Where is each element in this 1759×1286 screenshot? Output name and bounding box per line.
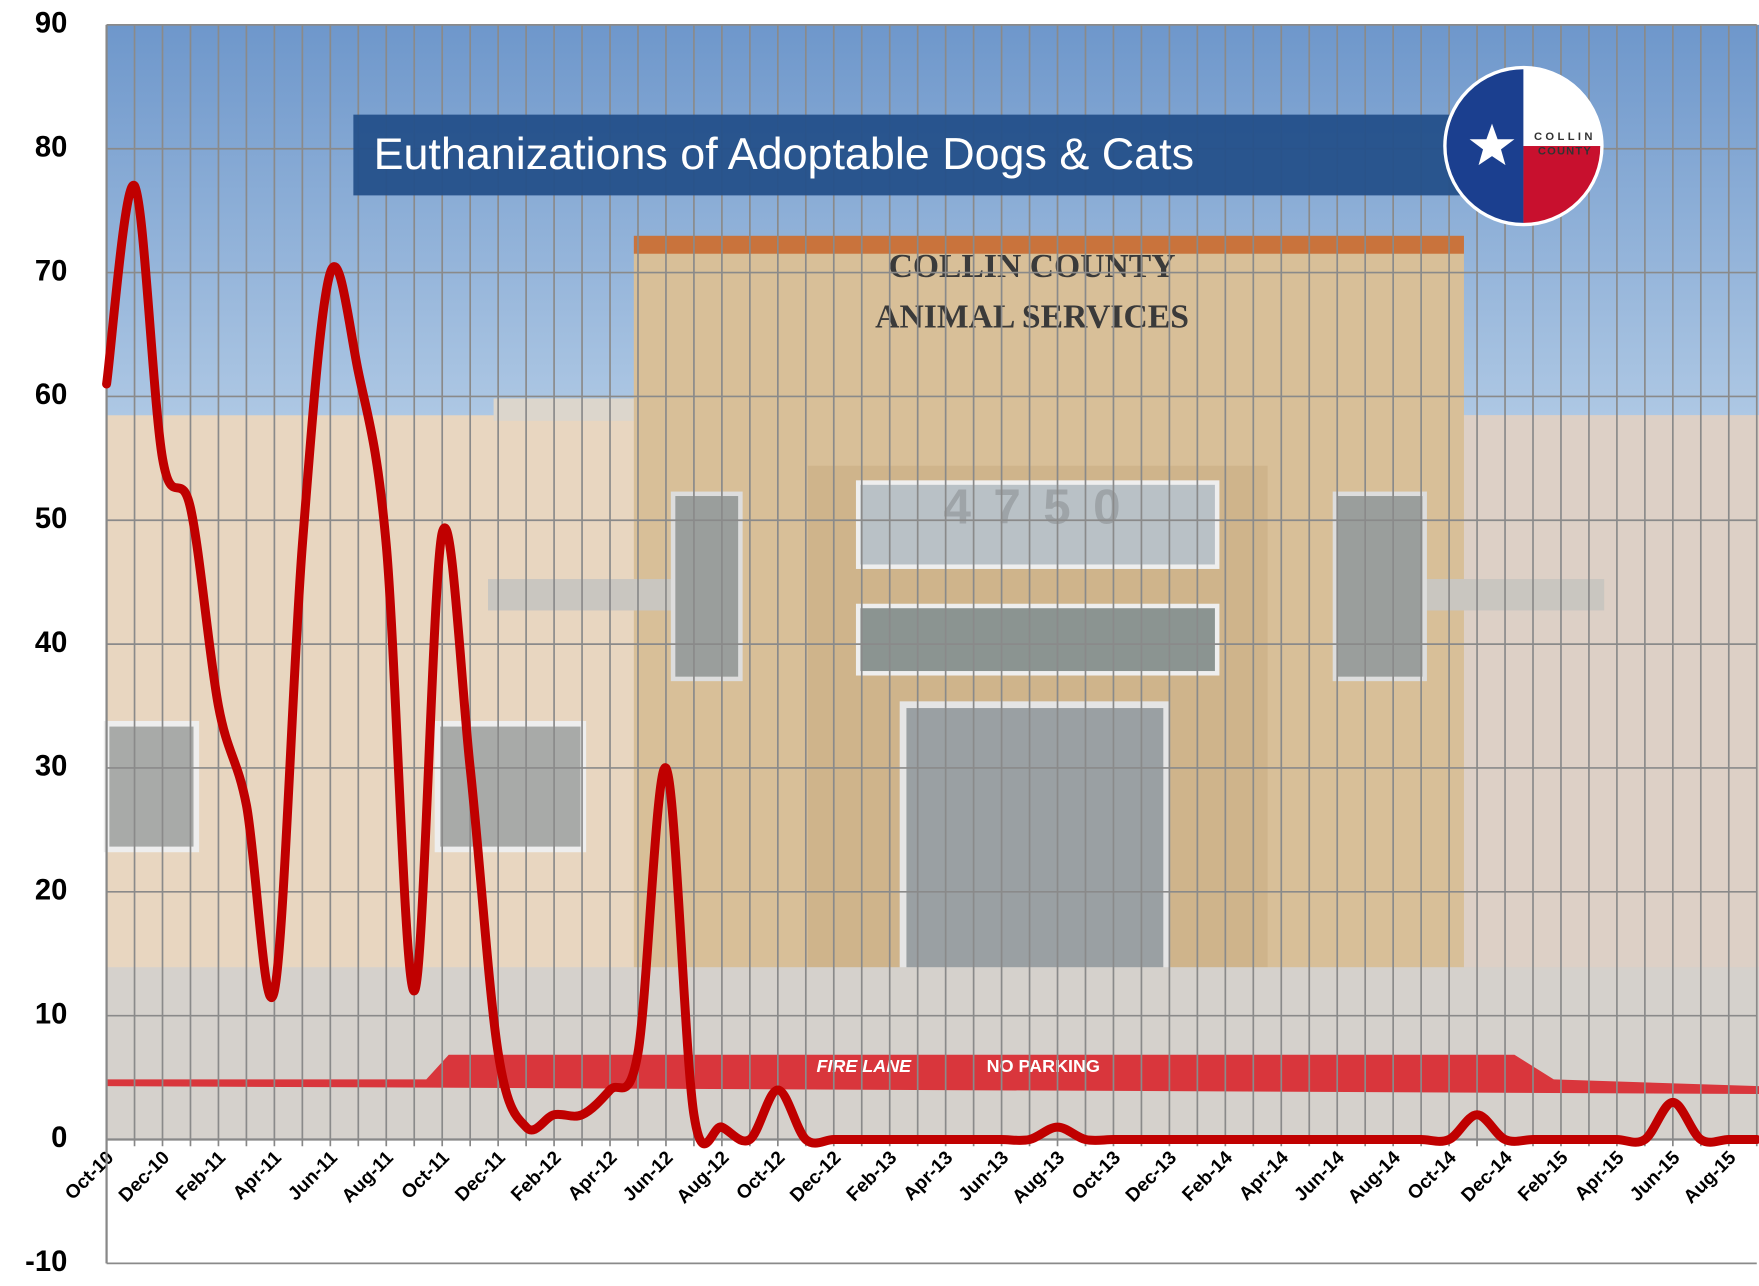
x-tick-label: Apr-15: [1571, 1147, 1629, 1205]
x-tick-label: Oct-13: [1068, 1147, 1125, 1204]
x-tick-label: Oct-10: [61, 1147, 118, 1204]
x-tick-label: Apr-14: [1235, 1147, 1293, 1205]
x-tick-label: Jun-13: [955, 1147, 1013, 1205]
x-tick-label: Oct-11: [398, 1147, 454, 1203]
chart-title: Euthanizations of Adoptable Dogs & Cats: [374, 128, 1194, 179]
fire-lane-text: FIRE LANE: [816, 1056, 912, 1076]
x-tick-label: Jun-11: [284, 1147, 342, 1205]
title-box: Euthanizations of Adoptable Dogs & Cats: [353, 115, 1475, 196]
y-tick-label: 40: [35, 627, 67, 659]
y-tick-label: 90: [35, 8, 67, 40]
building-sign: COLLIN COUNTY: [889, 248, 1176, 285]
y-tick-label: 30: [35, 751, 67, 783]
logo-text: COUNTY: [1538, 146, 1592, 158]
fire-lane-text: NO PARKING: [987, 1056, 1100, 1076]
y-tick-label: 0: [51, 1122, 67, 1154]
logo-text: COLLIN: [1534, 131, 1596, 143]
x-tick-label: Apr-12: [564, 1147, 622, 1205]
y-tick-label: 50: [35, 503, 67, 535]
x-tick-label: Feb-12: [507, 1147, 565, 1205]
y-tick-label: 70: [35, 255, 67, 287]
chart: COLLIN COUNTY ANIMAL SERVICES 4750 FIRE …: [0, 0, 1759, 1286]
x-tick-label: Dec-13: [1122, 1147, 1181, 1206]
y-tick-label: 60: [35, 379, 67, 411]
x-tick-label: Feb-14: [1179, 1147, 1238, 1206]
y-tick-label: 80: [35, 131, 67, 163]
x-tick-label: Oct-14: [1404, 1147, 1461, 1204]
x-tick-label: Jun-14: [1290, 1147, 1349, 1206]
x-tick-label: Feb-15: [1514, 1147, 1573, 1206]
y-tick-label: 20: [35, 875, 67, 907]
y-tick-label: 10: [35, 998, 67, 1030]
x-tick-label: Feb-13: [843, 1147, 901, 1205]
x-tick-label: Aug-14: [1344, 1147, 1405, 1208]
x-tick-label: Aug-13: [1009, 1147, 1070, 1208]
x-tick-label: Aug-12: [673, 1147, 734, 1208]
x-tick-label: Jun-12: [619, 1147, 677, 1205]
x-tick-label: Dec-10: [115, 1147, 174, 1206]
y-tick-label: -10: [25, 1246, 67, 1278]
x-tick-label: Apr-11: [229, 1147, 286, 1204]
logo: COLLIN COUNTY: [1445, 68, 1602, 225]
x-tick-label: Apr-13: [900, 1147, 958, 1205]
x-tick-label: Oct-12: [733, 1147, 790, 1204]
x-tick-label: Aug-15: [1680, 1147, 1741, 1208]
x-tick-label: Aug-11: [338, 1147, 398, 1207]
x-tick-label: Dec-11: [451, 1147, 510, 1206]
x-tick-label: Feb-11: [172, 1147, 230, 1205]
x-tick-label: Jun-15: [1626, 1147, 1685, 1206]
page: COLLIN COUNTY ANIMAL SERVICES 4750 FIRE …: [0, 0, 1759, 1286]
x-tick-label: Dec-14: [1458, 1147, 1517, 1206]
x-tick-label: Dec-12: [786, 1147, 845, 1206]
